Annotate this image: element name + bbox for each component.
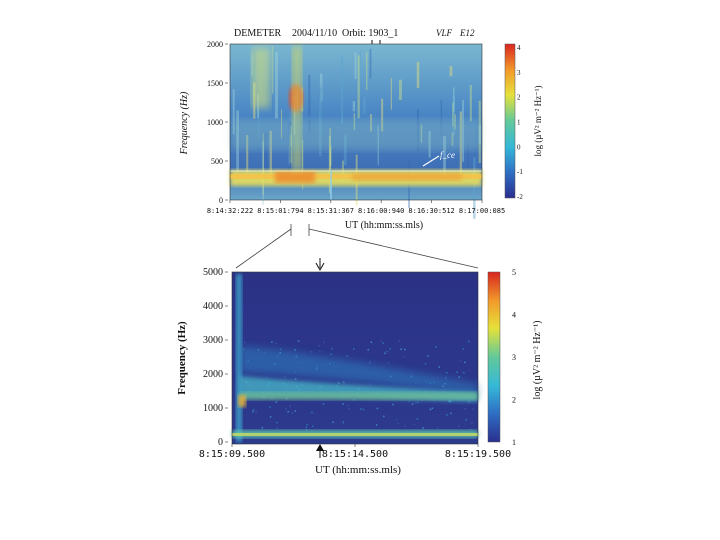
header-channel: VLF [436,28,453,38]
bottom-y-tick-2: 2000 [203,369,223,380]
bottom-x-tick-1: 8:15:14.500 [322,449,388,460]
zoom-connectors [235,224,479,269]
bottom-x-axis-label: UT (hh:mm:ss.mls) [315,464,401,476]
fce-arrow [422,155,440,167]
top-y-tick-1: 500 [211,157,223,166]
top-y-tick-2: 1000 [207,118,223,127]
bottom-y-tick-4: 4000 [203,301,223,312]
top-x-tick-4: 8:16:30:512 [408,207,454,215]
top-colorbar-tick-1: 3 [517,69,521,77]
top-colorbar: 4 3 2 1 0 -1 -2 log (µV² m⁻² Hz⁻¹) [504,43,543,201]
orbit-marker [371,40,381,44]
top-colorbar-label: log (µV² m⁻² Hz⁻¹) [533,85,543,156]
top-x-tick-0: 8:14:32:222 [207,207,253,215]
top-colorbar-tick-3: 1 [517,119,521,127]
top-x-tick-1: 8:15:01:794 [257,207,303,215]
bottom-colorbar-tick-3: 2 [512,396,516,405]
bottom-y-tick-0: 0 [218,437,223,448]
bottom-y-tick-5: 5000 [203,267,223,278]
header-sensor: E12 [459,28,475,38]
bottom-colorbar-tick-1: 4 [512,311,516,320]
top-y-tick-3: 1500 [207,79,223,88]
top-colorbar-tick-0: 4 [517,44,521,52]
top-x-tick-3: 8:16:00:940 [358,207,404,215]
top-x-tick-2: 8:15:31:367 [308,207,354,215]
bottom-colorbar-tick-2: 3 [512,353,516,362]
top-colorbar-tick-2: 2 [517,94,521,102]
header-date: 2004/11/10 [292,28,337,39]
top-spectrogram: f_ce [229,43,483,219]
top-y-tick-0: 0 [219,196,223,205]
top-y-ticks: 0 500 1000 1500 2000 [207,40,228,205]
top-y-axis-label: Frequency (Hz) [179,91,190,155]
bottom-x-ticks: 8:15:09.500 8:15:14.500 8:15:19.500 [199,444,511,460]
bottom-panel: 0 1000 2000 3000 4000 5000 Frequency (Hz) 8:1… [176,258,543,476]
top-colorbar-tick-4: 0 [517,143,521,151]
bottom-y-axis-label: Frequency (Hz) [176,321,188,395]
header-orbit: Orbit: 1903_1 [342,28,398,39]
top-panel: DEMETER 2004/11/10 Orbit: 1903_1 VLF E12 [179,28,543,231]
bottom-y-ticks: 0 1000 2000 3000 4000 5000 [203,267,228,448]
bottom-x-tick-0: 8:15:09.500 [199,449,265,460]
bottom-spectrogram [231,271,479,445]
fce-label: f_ce [440,150,455,160]
top-event-arrow [315,258,325,272]
top-x-tick-5: 8:17:00:085 [459,207,505,215]
top-colorbar-tick-6: -2 [517,193,523,201]
bottom-colorbar-tick-4: 1 [512,438,516,447]
bottom-colorbar-label: log (µV² m⁻² Hz⁻¹) [532,321,543,400]
header-instrument: DEMETER [234,28,282,39]
bottom-y-tick-1: 1000 [203,403,223,414]
top-x-axis-label: UT (hh:mm:ss.mls) [345,220,423,231]
bottom-event-arrow [316,444,324,451]
bottom-colorbar-tick-0: 5 [512,268,516,277]
top-x-ticks: 8:14:32:222 8:15:01:794 8:15:31:367 8:16:00… [207,200,505,215]
bottom-y-tick-3: 3000 [203,335,223,346]
top-colorbar-tick-5: -1 [517,168,523,176]
bottom-x-tick-2: 8:15:19.500 [445,449,511,460]
top-y-tick-4: 2000 [207,40,223,49]
bottom-colorbar: 5 4 3 2 1 log (µV² m⁻² Hz⁻¹) [487,268,543,447]
